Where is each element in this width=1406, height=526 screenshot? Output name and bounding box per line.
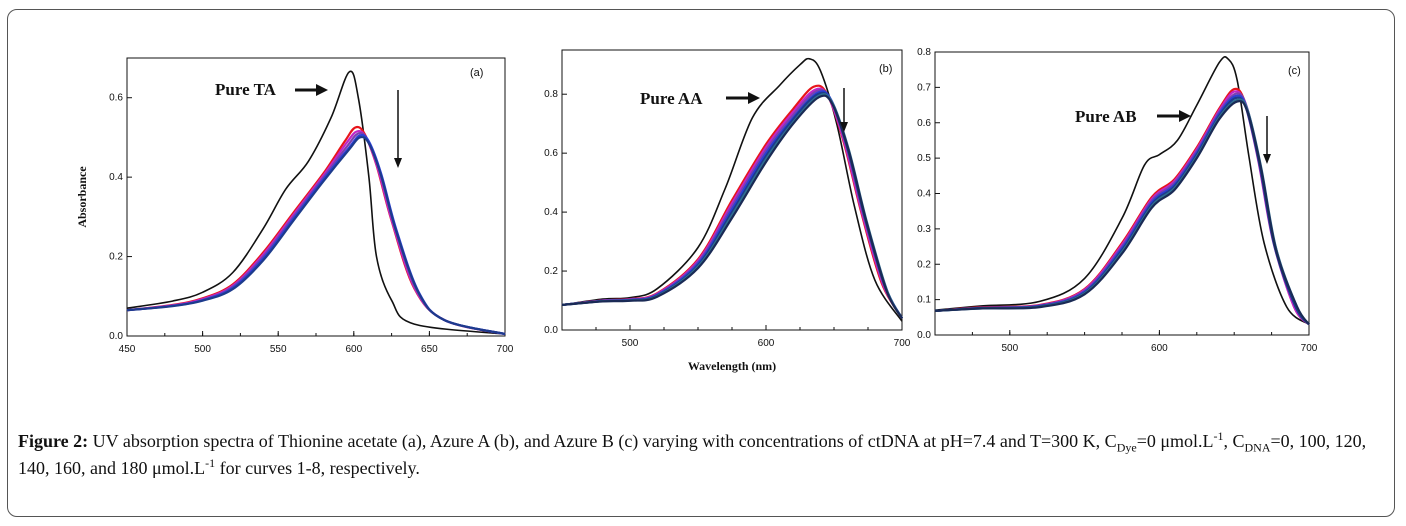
series-line-8 bbox=[934, 99, 1310, 326]
x-tick-label: 700 bbox=[497, 344, 514, 355]
series-line-1 bbox=[934, 56, 1310, 326]
x-tick-label: 450 bbox=[119, 344, 136, 355]
annotation-arrow-head bbox=[748, 92, 760, 104]
series-line-8 bbox=[561, 94, 903, 319]
pure-dye-annotation: Pure AA bbox=[640, 89, 703, 108]
caption-text-3: , C bbox=[1223, 431, 1245, 451]
panel-label: (b) bbox=[879, 63, 892, 75]
plot-frame bbox=[126, 57, 506, 337]
y-tick-label: 0.2 bbox=[917, 259, 931, 270]
plot-frame bbox=[934, 51, 1310, 336]
y-tick-label: 0.6 bbox=[917, 118, 931, 129]
y-tick-label: 0.2 bbox=[109, 252, 123, 263]
y-tick-label: 0.4 bbox=[109, 172, 123, 183]
x-tick-label: 500 bbox=[194, 344, 211, 355]
chart-a-svg: 450 500 550 600 650 700 0.0 0.2 0.4 0.6 (a) Pure TA… bbox=[75, 57, 514, 355]
chart-panel-b: 500 600 700 0.0 0.2 0.4 0.6 0.8 (b) Pure AA Wavele… bbox=[522, 40, 912, 380]
caption-sup-2: -1 bbox=[205, 456, 216, 470]
x-tick-label: 600 bbox=[345, 344, 362, 355]
x-tick-label: 500 bbox=[1001, 343, 1018, 354]
caption-text-1: UV absorption spectra of Thionine acetat… bbox=[92, 431, 1117, 451]
series-line-4 bbox=[561, 88, 903, 319]
trend-arrow-head bbox=[840, 122, 848, 132]
series-line-1 bbox=[561, 57, 903, 322]
chart-b-svg: 500 600 700 0.0 0.2 0.4 0.6 0.8 (b) Pure AA Wavele… bbox=[544, 49, 911, 373]
x-axis-title: Wavelength (nm) bbox=[688, 359, 776, 373]
y-tick-label: 0.6 bbox=[544, 148, 558, 159]
series-line-1 bbox=[126, 70, 506, 335]
y-tick-label: 0.0 bbox=[544, 325, 558, 336]
y-tick-label: 0.8 bbox=[544, 89, 558, 100]
x-tick-label: 600 bbox=[758, 338, 775, 349]
chart-panel-c: 500 600 700 0.0 0.1 0.2 0.3 0.4 0.5 0.6 0.7 0.8 (c) P… bbox=[905, 40, 1325, 360]
y-tick-label: 0.4 bbox=[544, 207, 558, 218]
caption-sub-dna: DNA bbox=[1244, 440, 1271, 455]
x-tick-label: 600 bbox=[1151, 343, 1168, 354]
pure-dye-annotation: Pure AB bbox=[1075, 107, 1137, 126]
trend-arrow-head bbox=[1263, 154, 1271, 164]
caption-text-2: =0 μmol.L bbox=[1136, 431, 1214, 451]
y-tick-label: 0.0 bbox=[109, 331, 123, 342]
chart-panel-a: 450 500 550 600 650 700 0.0 0.2 0.4 0.6 (a) Pure TA… bbox=[60, 40, 514, 370]
y-tick-label: 0.4 bbox=[917, 189, 931, 200]
annotation-arrow-head bbox=[316, 84, 328, 96]
panel-label: (c) bbox=[1288, 65, 1301, 77]
x-tick-label: 550 bbox=[270, 344, 287, 355]
caption-text-5: for curves 1-8, respectively. bbox=[215, 458, 420, 478]
chart-c-svg: 500 600 700 0.0 0.1 0.2 0.3 0.4 0.5 0.6 0.7 0.8 (c) P… bbox=[917, 47, 1318, 354]
annotation-arrow-head bbox=[1179, 110, 1191, 122]
series-line-3 bbox=[561, 87, 903, 319]
y-tick-label: 0.6 bbox=[109, 93, 123, 104]
trend-arrow-head bbox=[394, 158, 402, 168]
y-tick-label: 0.2 bbox=[544, 266, 558, 277]
series-line-6 bbox=[126, 135, 506, 336]
caption-sub-dye: Dye bbox=[1116, 440, 1137, 455]
x-tick-label: 650 bbox=[421, 344, 438, 355]
x-tick-label: 500 bbox=[622, 338, 639, 349]
y-axis-title: Absorbance bbox=[75, 166, 89, 228]
caption-text-4: =0, 100, 120, 140, 160, and 180 μmol.L bbox=[18, 431, 1367, 478]
y-tick-label: 0.1 bbox=[917, 295, 931, 306]
x-tick-label: 700 bbox=[1301, 343, 1318, 354]
y-tick-label: 0.3 bbox=[917, 224, 931, 235]
caption-sup-1: -1 bbox=[1213, 429, 1224, 443]
y-tick-label: 0.7 bbox=[917, 82, 931, 93]
y-tick-label: 0.8 bbox=[917, 47, 931, 58]
pure-dye-annotation: Pure TA bbox=[215, 80, 277, 99]
panel-label: (a) bbox=[470, 67, 483, 79]
y-tick-label: 0.0 bbox=[917, 330, 931, 341]
figure-caption: Figure 2: UV absorption spectra of Thion… bbox=[18, 428, 1390, 482]
x-tick-label: 700 bbox=[894, 338, 911, 349]
figure-frame bbox=[7, 9, 1395, 517]
figure-label: Figure 2: bbox=[18, 431, 89, 451]
y-tick-label: 0.5 bbox=[917, 153, 931, 164]
